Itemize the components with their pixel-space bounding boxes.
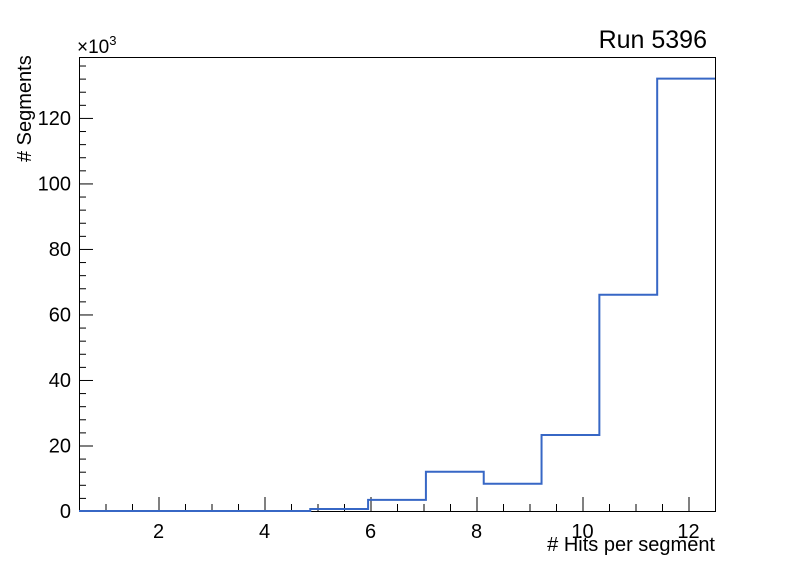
x-axis-title: # Hits per segment [547, 534, 715, 556]
y-tick-label: 100 [38, 173, 71, 195]
chart-title: Run 5396 [599, 26, 707, 54]
x-tick-label: 12 [677, 521, 699, 543]
x-tick-label: 6 [365, 521, 376, 543]
x-tick-label: 2 [153, 521, 164, 543]
x-tick-label: 4 [259, 521, 270, 543]
y-tick-label: 80 [49, 239, 71, 261]
y-axis-title: # Segments [14, 55, 36, 162]
histogram-line [79, 77, 715, 512]
x-tick-label: 10 [571, 521, 593, 543]
y-tick-label: 120 [38, 108, 71, 130]
y-axis-multiplier-base: ×10 [77, 37, 109, 58]
frame-box [79, 57, 716, 512]
x-tick-label: 8 [471, 521, 482, 543]
y-tick-label: 60 [49, 304, 71, 326]
y-tick-label: 40 [49, 370, 71, 392]
y-axis-multiplier-exponent: 3 [109, 33, 116, 48]
y-tick-label: 20 [49, 435, 71, 457]
y-axis-multiplier: ×103 [77, 33, 116, 58]
histogram-line-group [79, 77, 715, 512]
y-tick-label: 0 [60, 501, 71, 523]
plot-frame [79, 57, 716, 512]
axis-ticks [79, 65, 690, 512]
